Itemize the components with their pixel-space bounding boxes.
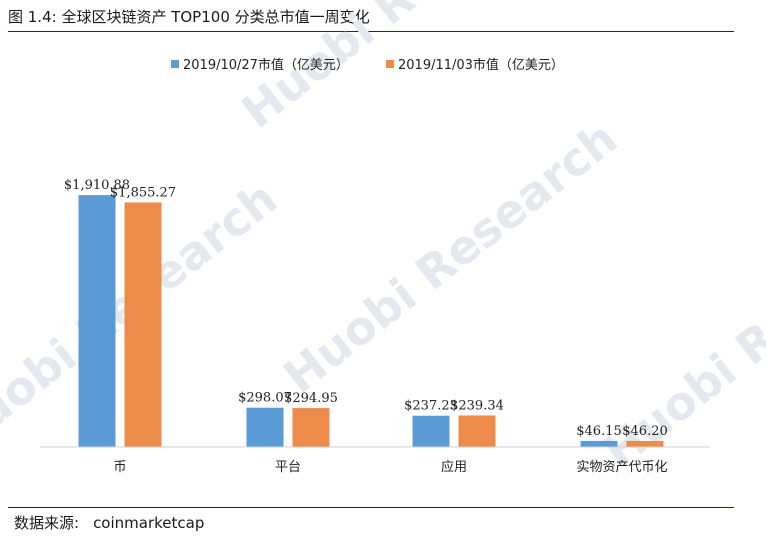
bar-series-2 [292,408,330,447]
figure-title: 图 1.4: 全球区块链资产 TOP100 分类总市值一周变化 [8,8,370,26]
source-value: coinmarketcap [93,514,205,532]
plot-area: $1,910.88$1,855.27 币 $298.07$294.95 平台 $237.… [64,178,668,475]
x-tick-label: 应用 [441,459,467,475]
data-label: $46.15 [576,424,622,439]
title-divider [8,31,734,32]
bar-series-2 [124,202,162,447]
data-label: $46.20 [622,424,668,439]
data-label: $239.34 [450,398,504,413]
source-divider [8,507,734,508]
bar-series-1 [246,407,284,447]
source-label: 数据来源: [14,514,80,532]
bar-series-1 [78,195,116,447]
data-label: $1,910.88 [64,178,130,193]
x-tick-label: 实物资产代币化 [576,460,667,475]
data-label: $298.07 [238,391,292,406]
x-tick-label: 币 [113,460,126,475]
source-note: 数据来源: coinmarketcap [14,512,204,533]
chart-legend: 2019/10/27市值（亿美元） 2019/11/03市值（亿美元） [171,57,564,73]
legend-label: 2019/11/03市值（亿美元） [398,57,564,73]
data-label: $294.95 [284,391,338,406]
legend-swatch [171,60,179,68]
watermark-text: Huobi Research [274,111,628,404]
bar-series-1 [412,415,450,447]
data-label: $237.23 [404,399,458,414]
x-tick-label: 平台 [275,460,301,475]
bar-series-2 [626,440,664,447]
legend-swatch [386,60,394,68]
bar-series-1 [580,440,618,447]
data-label: $1,855.27 [110,185,176,200]
bar-series-2 [458,415,496,447]
legend-label: 2019/10/27市值（亿美元） [183,57,349,73]
